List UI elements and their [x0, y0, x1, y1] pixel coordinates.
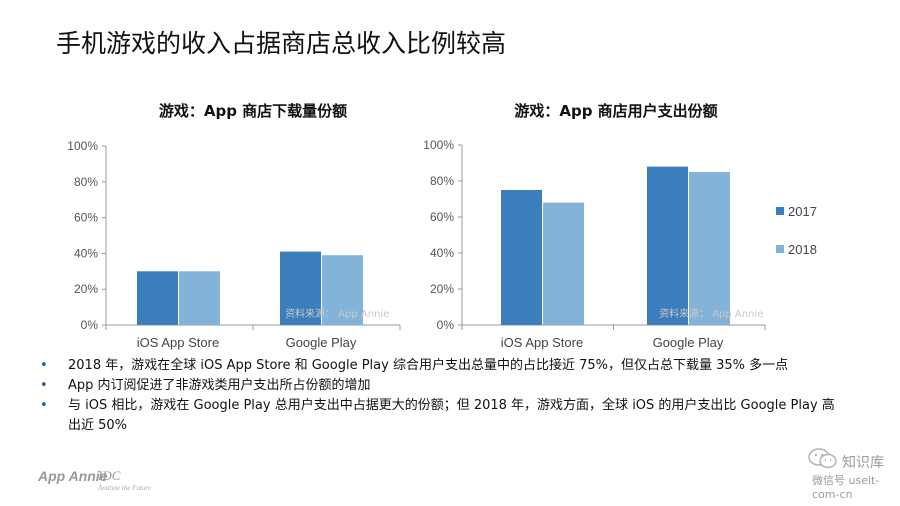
y-tick-label: 100%: [67, 139, 98, 153]
idc-tagline: Analyze the Future: [98, 484, 152, 492]
wechat-icon: [808, 448, 837, 469]
y-tick-label: 100%: [423, 138, 454, 152]
x-tick-label: Google Play: [653, 335, 724, 350]
y-tick-label: 60%: [74, 211, 98, 225]
bullet-list: 2018 年，游戏在全球 iOS App Store 和 Google Play…: [40, 356, 840, 436]
bar-2018: [689, 172, 730, 325]
chart-title: 游戏：App 商店下载量份额: [159, 102, 347, 120]
y-tick-label: 40%: [74, 246, 98, 260]
source-note: 资料来源： App Annie: [659, 307, 763, 320]
bar-2017: [647, 166, 688, 325]
legend-label: 2017: [788, 204, 817, 219]
spending-share-chart: 游戏：App 商店用户支出份额 0% 20% 40% 60% 80% 100% iOS App…: [423, 102, 817, 350]
y-tick-label: 20%: [430, 282, 454, 296]
y-tick-label: 0%: [437, 318, 455, 332]
app-annie-logo: App Annie: [38, 468, 108, 484]
bar-2018: [322, 255, 363, 325]
bar-2017: [280, 251, 321, 325]
legend-label: 2018: [788, 242, 817, 257]
y-tick-label: 40%: [430, 246, 454, 260]
y-tick-label: 20%: [74, 282, 98, 296]
bar-2017: [137, 271, 178, 325]
x-tick-label: Google Play: [286, 335, 357, 350]
bar-2018: [179, 271, 220, 325]
bullet-item: App 内订阅促进了非游戏类用户支出所占份额的增加: [40, 376, 840, 396]
x-tick-label: iOS App Store: [501, 335, 583, 350]
y-tick-label: 80%: [74, 175, 98, 189]
legend-swatch: [776, 207, 784, 215]
chart-title: 游戏：App 商店用户支出份额: [514, 102, 717, 120]
x-tick-label: iOS App Store: [137, 335, 219, 350]
idc-logo: IDC: [98, 468, 121, 483]
legend-swatch: [776, 245, 784, 253]
watermark-account: 微信号 useit-com-cn: [812, 474, 880, 501]
y-tick-label: 80%: [430, 174, 454, 188]
charts-canvas: 游戏：App 商店下载量份额 0% 20% 40% 60% 80% 100% iOS App …: [67, 102, 817, 350]
y-tick-label: 60%: [430, 210, 454, 224]
bullet-item: 2018 年，游戏在全球 iOS App Store 和 Google Play…: [40, 356, 840, 376]
y-tick-label: 0%: [81, 318, 99, 332]
bar-2018: [543, 202, 584, 325]
slide-title: 手机游戏的收入占据商店总收入比例较高: [56, 29, 507, 58]
bullet-item: 与 iOS 相比，游戏在 Google Play 总用户支出中占据更大的份额；但…: [40, 396, 840, 436]
download-share-chart: 游戏：App 商店下载量份额 0% 20% 40% 60% 80% 100% iOS App …: [67, 102, 401, 350]
source-note: 资料来源： App Annie: [285, 307, 389, 320]
bar-2017: [501, 190, 542, 325]
watermark-brand: 知识库: [842, 455, 884, 471]
